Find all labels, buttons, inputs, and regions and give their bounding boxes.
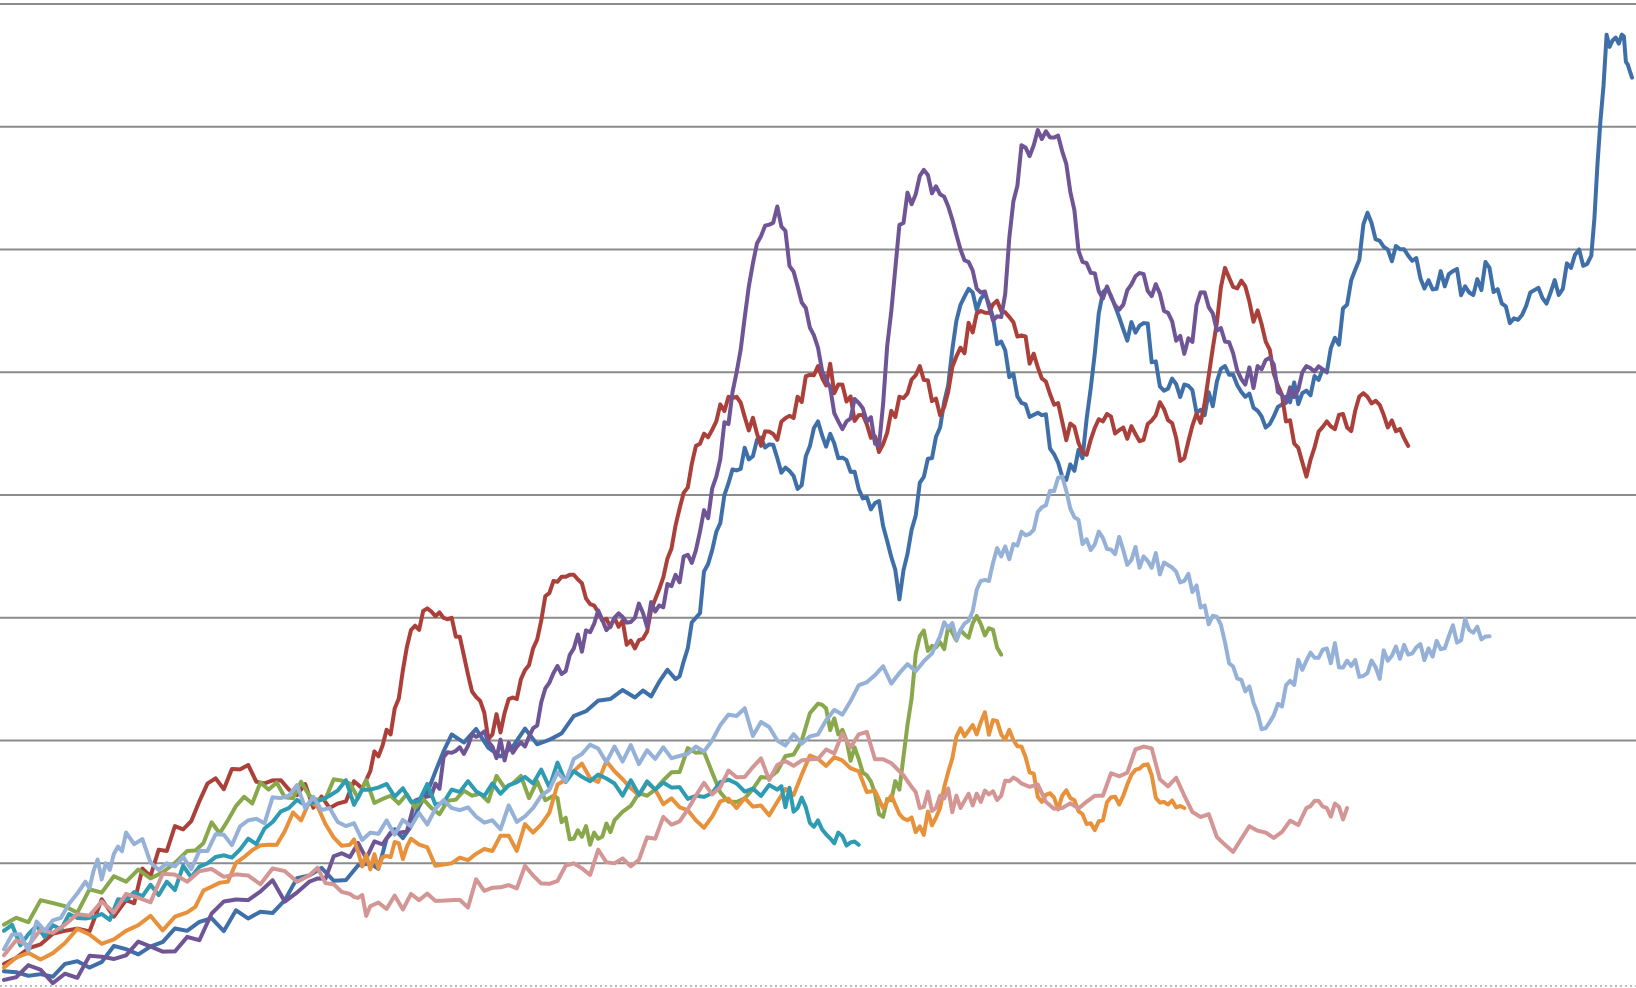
grid-lines [0, 3, 1636, 865]
series-line-4 [2, 614, 1004, 927]
series-line-2 [2, 265, 1411, 966]
series-layer [2, 32, 1634, 986]
series-line-3 [2, 128, 1329, 986]
series-line-8 [2, 474, 1492, 954]
series-line-6 [2, 760, 861, 948]
series-line-1 [2, 32, 1634, 979]
series-line-7 [2, 729, 1350, 958]
